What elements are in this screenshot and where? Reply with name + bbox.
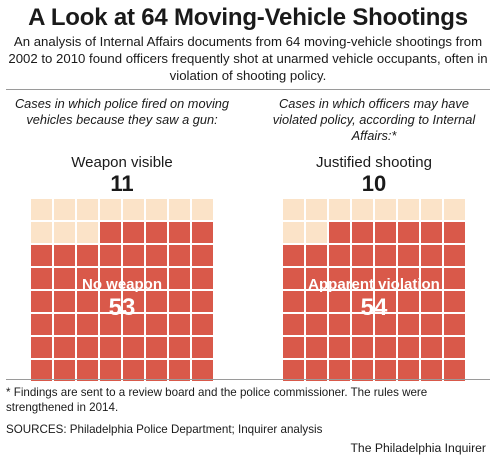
- waffle-cell-apparent-violation: [396, 243, 421, 268]
- waffle-cell-no-weapon: [190, 358, 214, 382]
- waffle-cell-apparent-violation: [442, 243, 466, 268]
- waffle-cell-apparent-violation: [373, 335, 398, 360]
- top-category-value: 10: [361, 171, 387, 196]
- waffle-cell-no-weapon: [167, 220, 192, 245]
- waffle-cell-apparent-violation: [350, 220, 375, 245]
- waffle-cell-justified-shooting: [373, 198, 398, 222]
- waffle-cell-no-weapon: [167, 243, 192, 268]
- waffle-cell-apparent-violation: [442, 358, 466, 382]
- top-category-label: Weapon visible: [71, 154, 173, 171]
- top-category-value: 11: [110, 171, 134, 196]
- bottom-category-label: No weapon: [81, 276, 162, 293]
- panel-description: Cases in which police fired on moving ve…: [14, 96, 230, 127]
- waffle-cell-no-weapon: [30, 243, 54, 268]
- waffle-cell-apparent-violation: [373, 220, 398, 245]
- waffle-cell-apparent-violation: [350, 335, 375, 360]
- waffle-cell-apparent-violation: [442, 220, 466, 245]
- waffle-cell-no-weapon: [121, 220, 146, 245]
- waffle-cell-no-weapon: [52, 243, 77, 268]
- panel-description: Cases in which officers may have violate…: [272, 96, 476, 143]
- waffle-cell-weapon-visible: [144, 198, 169, 222]
- waffle-cell-no-weapon: [144, 243, 169, 268]
- waffle-cell-weapon-visible: [190, 198, 214, 222]
- waffle-cell-no-weapon: [190, 243, 214, 268]
- waffle-cell-justified-shooting: [282, 198, 306, 222]
- waffle-cell-apparent-violation: [304, 243, 329, 268]
- waffle-cell-no-weapon: [30, 335, 54, 360]
- waffle-cell-no-weapon: [75, 243, 100, 268]
- waffle-cell-justified-shooting: [304, 220, 329, 245]
- waffle-cell-weapon-visible: [52, 198, 77, 222]
- bottom-category-label: Apparent violation: [308, 276, 440, 293]
- chart-subtitle: An analysis of Internal Affairs document…: [8, 34, 488, 83]
- bottom-divider: [6, 379, 490, 380]
- waffle-cell-weapon-visible: [75, 198, 100, 222]
- waffle-cell-justified-shooting: [304, 198, 329, 222]
- chart-title: A Look at 64 Moving-Vehicle Shootings: [28, 4, 468, 31]
- waffle-cell-no-weapon: [167, 335, 192, 360]
- waffle-cell-weapon-visible: [98, 198, 123, 222]
- waffle-cell-justified-shooting: [282, 220, 306, 245]
- waffle-cell-no-weapon: [98, 243, 123, 268]
- waffle-cell-no-weapon: [75, 335, 100, 360]
- waffle-cell-weapon-visible: [75, 220, 100, 245]
- waffle-cell-weapon-visible: [121, 198, 146, 222]
- sources: SOURCES: Philadelphia Police Department;…: [6, 423, 323, 436]
- waffle-cell-weapon-visible: [30, 220, 54, 245]
- waffle-cell-apparent-violation: [442, 335, 466, 360]
- waffle-cell-apparent-violation: [419, 220, 444, 245]
- waffle-cell-apparent-violation: [282, 243, 306, 268]
- waffle-cell-apparent-violation: [350, 243, 375, 268]
- waffle-cell-apparent-violation: [282, 335, 306, 360]
- waffle-cell-no-weapon: [121, 243, 146, 268]
- waffle-cell-apparent-violation: [373, 243, 398, 268]
- waffle-grid-policy: [282, 198, 466, 382]
- bottom-category-value: 53: [108, 294, 136, 321]
- waffle-cell-no-weapon: [52, 335, 77, 360]
- bottom-category-callout: No weapon 53: [6, 276, 238, 322]
- waffle-cell-justified-shooting: [350, 198, 375, 222]
- waffle-cell-apparent-violation: [304, 335, 329, 360]
- waffle-cell-apparent-violation: [396, 220, 421, 245]
- waffle-cell-weapon-visible: [167, 198, 192, 222]
- waffle-cell-justified-shooting: [419, 198, 444, 222]
- bottom-category-callout: Apparent violation 54: [258, 276, 490, 322]
- top-divider: [6, 89, 490, 90]
- credit: The Philadelphia Inquirer: [350, 441, 486, 455]
- waffle-cell-justified-shooting: [442, 198, 466, 222]
- waffle-cell-no-weapon: [121, 335, 146, 360]
- waffle-cell-apparent-violation: [327, 243, 352, 268]
- waffle-cell-apparent-violation: [419, 243, 444, 268]
- waffle-cell-no-weapon: [144, 335, 169, 360]
- waffle-cell-no-weapon: [98, 220, 123, 245]
- waffle-cell-no-weapon: [144, 220, 169, 245]
- waffle-cell-weapon-visible: [52, 220, 77, 245]
- waffle-cell-justified-shooting: [396, 198, 421, 222]
- waffle-cell-apparent-violation: [396, 335, 421, 360]
- waffle-cell-weapon-visible: [30, 198, 54, 222]
- waffle-grid-weapon: [30, 198, 214, 382]
- footnote: * Findings are sent to a review board an…: [6, 386, 428, 414]
- waffle-cell-no-weapon: [190, 335, 214, 360]
- top-category-label: Justified shooting: [316, 154, 432, 171]
- bottom-category-value: 54: [360, 294, 388, 321]
- waffle-cell-apparent-violation: [327, 335, 352, 360]
- waffle-cell-apparent-violation: [419, 335, 444, 360]
- waffle-cell-no-weapon: [190, 220, 214, 245]
- waffle-cell-justified-shooting: [327, 198, 352, 222]
- waffle-cell-apparent-violation: [327, 220, 352, 245]
- waffle-cell-no-weapon: [98, 335, 123, 360]
